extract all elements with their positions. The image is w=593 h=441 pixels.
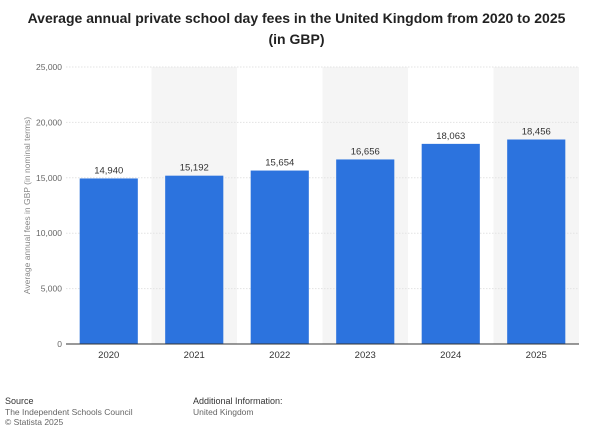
y-tick-label: 0 [57, 339, 62, 349]
x-tick-label: 2020 [98, 350, 119, 361]
additional-info-block: Additional Information: United Kingdom [193, 396, 283, 417]
y-tick-label: 15,000 [36, 173, 62, 183]
bar-2023 [336, 159, 395, 344]
x-tick-label: 2025 [526, 350, 547, 361]
bar-2024 [421, 143, 480, 344]
value-label: 16,656 [351, 146, 380, 157]
value-label: 15,192 [180, 163, 209, 174]
chart-title: Average annual private school day fees i… [27, 10, 566, 47]
y-tick-label: 20,000 [36, 117, 62, 127]
bar-2020 [79, 178, 138, 344]
y-tick-label: 25,000 [36, 62, 62, 72]
y-tick-label: 10,000 [36, 228, 62, 238]
value-label: 18,063 [436, 131, 465, 142]
source-block: Source The Independent Schools Council ©… [5, 396, 133, 428]
y-axis-label: Average annual fees in GBP (in nominal t… [22, 117, 32, 295]
source-heading: Source [5, 396, 34, 406]
value-labels: 14,940 15,192 15,654 16,656 18,063 18,456 [94, 127, 551, 177]
y-tick-label: 5,000 [41, 284, 63, 294]
x-tick-label: 2022 [269, 350, 290, 361]
value-label: 18,456 [522, 127, 551, 138]
gridlines [66, 66, 579, 290]
x-tick-label: 2024 [440, 350, 461, 361]
copyright-text: © Statista 2025 [5, 417, 64, 427]
source-text[interactable]: The Independent Schools Council [5, 406, 133, 417]
value-label: 14,940 [94, 165, 123, 176]
bars [79, 139, 566, 344]
x-axis-ticks: 2020 2021 2022 2023 2024 2025 [98, 350, 547, 361]
x-tick-label: 2023 [355, 350, 376, 361]
bar-chart: 0 5,000 10,000 15,000 20,000 25,000 14,940 15,… [22, 62, 579, 361]
bar-2022 [250, 170, 309, 344]
bar-2025 [507, 139, 566, 344]
bar-2021 [165, 175, 224, 344]
x-tick-label: 2021 [184, 350, 205, 361]
additional-info-heading: Additional Information: [193, 396, 283, 406]
additional-info-text: United Kingdom [193, 406, 254, 417]
value-label: 15,654 [265, 158, 294, 169]
y-axis-ticks: 0 5,000 10,000 15,000 20,000 25,000 [36, 62, 62, 349]
